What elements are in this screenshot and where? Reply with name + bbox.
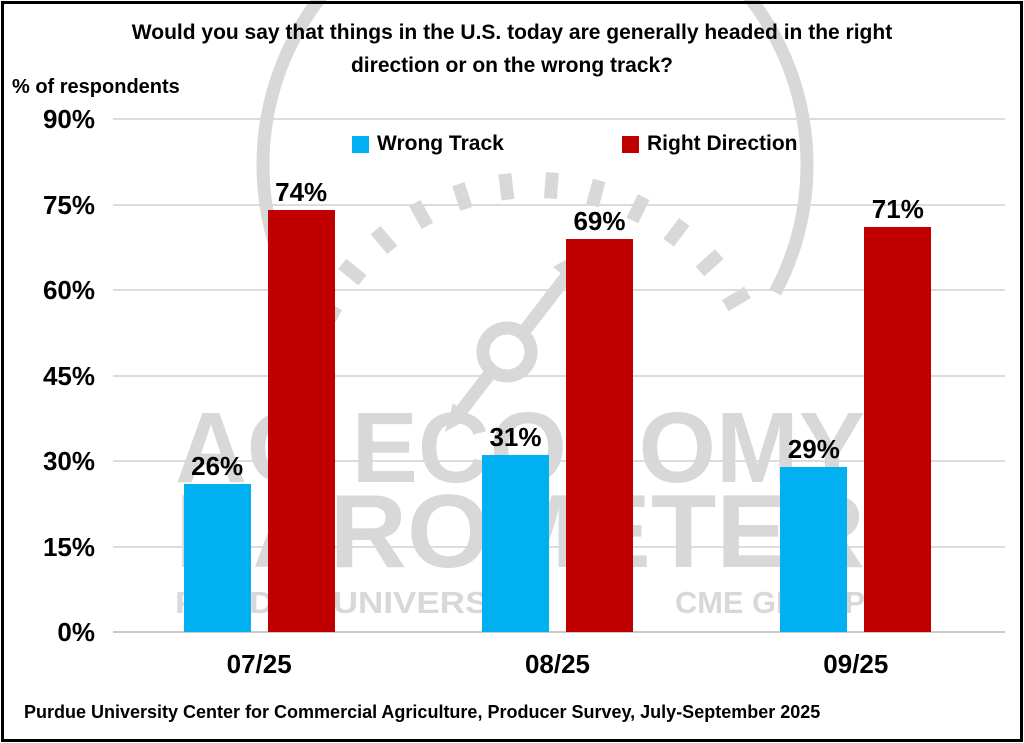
bar-right-direction-08-25 [566, 238, 633, 632]
bar-value-label-wrong-track-09-25: 29% [787, 433, 840, 464]
gauge-tick [721, 286, 751, 312]
gauge-tick [452, 182, 473, 211]
legend-label-right-direction: Right Direction [647, 132, 798, 155]
gridline-90 [113, 118, 1005, 120]
bar-value-label-wrong-track-07-25: 26% [191, 450, 244, 481]
bar-wrong-track-07-25 [183, 483, 251, 632]
chart-title: Would you say that things in the U.S. to… [131, 21, 893, 77]
bar-wrong-track-08-25 [482, 455, 549, 632]
gauge-needle-tail [456, 363, 501, 414]
bar-value-label-wrong-track-08-25: 31% [489, 422, 542, 453]
gauge-needle-tail-tip-icon [445, 403, 471, 432]
gauge-tick [544, 172, 559, 199]
gauge-needle [513, 273, 572, 342]
gridline-15 [113, 545, 1005, 548]
gridline-45 [113, 374, 1005, 377]
y-tick-label-60: 60% [42, 275, 95, 305]
y-tick-label-75: 75% [42, 189, 95, 220]
x-tick-label-09-25: 09/25 [823, 649, 889, 679]
y-axis-unit-label: % of respondents [12, 76, 180, 98]
gauge-tick [370, 225, 398, 255]
bar-right-direction-07-25 [267, 210, 335, 632]
legend-swatch-wrong-track [352, 135, 369, 153]
gridline-30 [113, 460, 1005, 462]
legend-label-wrong-track: Wrong Track [377, 132, 504, 155]
gauge-tick-marks [312, 172, 751, 322]
y-tick-label-45: 45% [42, 360, 95, 391]
legend-item-right-direction: Right Direction [622, 132, 798, 156]
y-tick-label-15: 15% [42, 531, 95, 562]
y-tick-label-30: 30% [42, 446, 95, 476]
bar-value-label-right-direction-07-25: 74% [275, 177, 328, 208]
y-tick-label-90: 90% [42, 104, 95, 134]
gridline-75 [113, 203, 1005, 206]
legend-item-wrong-track: Wrong Track [352, 132, 504, 156]
gauge-hub-icon [476, 321, 538, 383]
bar-value-label-right-direction-08-25: 69% [573, 205, 626, 236]
gauge-tick [498, 173, 515, 201]
legend-swatch-right-direction [622, 135, 639, 153]
gauge-tick [695, 249, 724, 277]
gauge-tick [338, 258, 367, 286]
gauge-outer-arc [256, 0, 814, 296]
y-tick-label-0: 0% [57, 617, 95, 647]
x-tick-label-08-25: 08/25 [524, 649, 591, 679]
gauge-tick [586, 178, 606, 208]
bar-right-direction-09-25 [864, 227, 932, 632]
gauge-tick [663, 218, 690, 247]
source-note: Purdue University Center for Commercial … [24, 702, 821, 722]
bar-value-label-right-direction-09-25: 71% [871, 194, 924, 225]
x-tick-label-07-25: 07/25 [226, 649, 292, 679]
x-axis-line [113, 631, 1005, 633]
gauge-tick [626, 194, 650, 224]
bar-wrong-track-09-25 [780, 466, 848, 632]
gauge-tick [409, 199, 434, 229]
